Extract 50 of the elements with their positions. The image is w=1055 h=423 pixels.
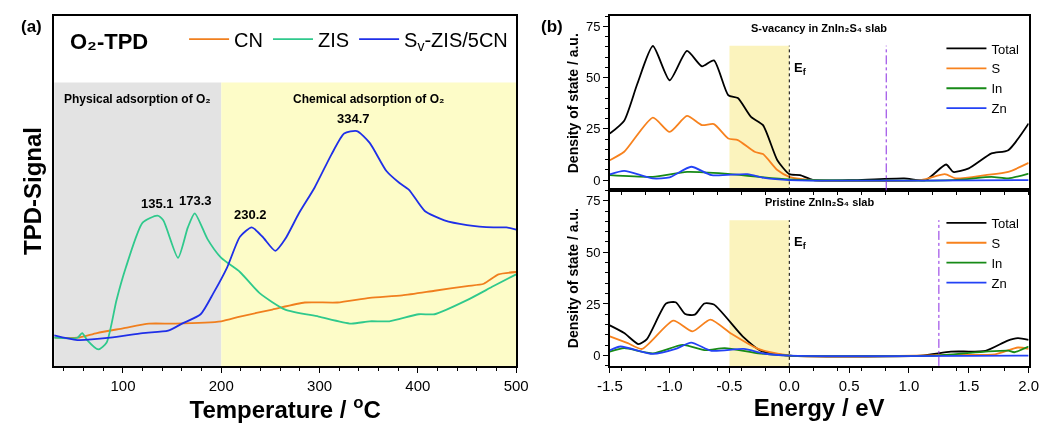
x-tick-label: 1.0 xyxy=(898,376,920,394)
text: S-vacancy in ZnIn₂S₄ slab xyxy=(751,22,888,34)
ref-line-label: E$_{f}$ xyxy=(794,234,807,251)
legend-label: Zn xyxy=(991,101,1007,117)
x-tick-label: 300 xyxy=(307,376,333,394)
y-tick-label: 75 xyxy=(586,18,601,34)
x-tick-label: -1.5 xyxy=(596,376,623,394)
text: Pristine ZnIn₂S₄ slab xyxy=(765,196,875,208)
annotation: 173.3 xyxy=(179,193,212,208)
legend-label: Total xyxy=(991,215,1020,231)
annotation: 334.7 xyxy=(337,111,370,126)
y-tick-label: 25 xyxy=(586,121,601,137)
y-tick-label: 50 xyxy=(586,244,601,260)
x-tick-label: 0.0 xyxy=(778,376,800,394)
legend-label: In xyxy=(991,255,1003,271)
y-axis-title: Density of state / a.u. xyxy=(565,208,582,349)
x-tick-label: 200 xyxy=(208,376,234,394)
legend-label: CN xyxy=(234,28,263,51)
legend-label: S xyxy=(991,235,1001,251)
ref-line-label: E$_{f}$ xyxy=(794,60,807,77)
band-label: Chemical adsorption of O₂ xyxy=(293,92,445,106)
x-tick-label: -0.5 xyxy=(716,376,743,394)
text: (a) xyxy=(21,17,42,36)
legend-label: S xyxy=(991,61,1001,77)
x-tick-label: 1.5 xyxy=(958,376,980,394)
y-tick-label: 0 xyxy=(593,348,601,364)
annotation: 135.1 xyxy=(141,196,174,211)
y-axis-title: TPD-Signal xyxy=(19,126,47,255)
x-axis-title: Energy / eV xyxy=(753,393,885,421)
legend-label: Zn xyxy=(991,275,1007,291)
x-tick-label: 500 xyxy=(503,376,529,394)
y-tick-label: 50 xyxy=(586,70,601,86)
x-tick-label: 100 xyxy=(110,376,136,394)
legend-label: ZIS xyxy=(317,28,350,51)
band-label: Physical adsorption of O₂ xyxy=(64,92,211,106)
legend-label: Total xyxy=(991,41,1020,57)
legend-label: S$_{v}$-ZIS/5CN xyxy=(404,28,508,55)
x-axis-title: Temperature / $^{o}$C xyxy=(189,392,381,423)
annotation: 230.2 xyxy=(234,207,267,222)
text: (b) xyxy=(541,17,563,36)
y-tick-label: 75 xyxy=(586,193,601,209)
legend-label: In xyxy=(991,81,1003,97)
y-tick-label: 0 xyxy=(593,172,601,188)
x-tick-label: 400 xyxy=(405,376,431,394)
y-tick-label: 25 xyxy=(586,296,601,312)
y-axis-title: Density of state / a.u. xyxy=(565,33,582,174)
x-tick-label: 2.0 xyxy=(1018,376,1040,394)
x-tick-label: -1.0 xyxy=(656,376,683,394)
chart-title: O₂-TPD xyxy=(70,29,149,54)
x-tick-label: 0.5 xyxy=(838,376,860,394)
